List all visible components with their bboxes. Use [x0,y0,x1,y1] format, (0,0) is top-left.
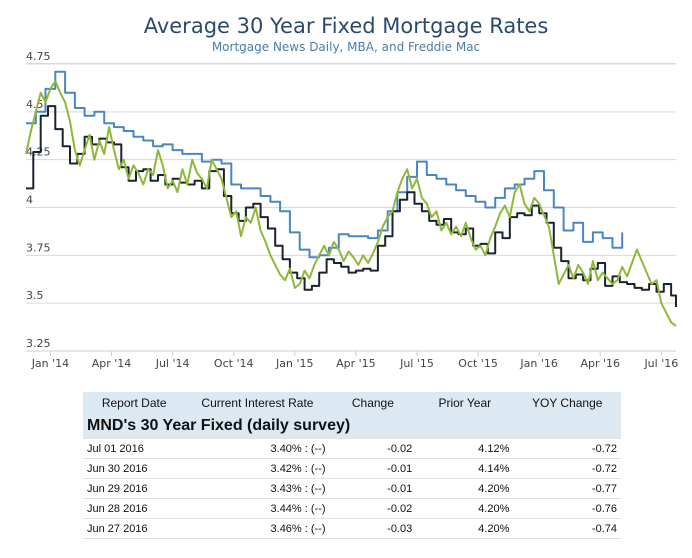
row-yoy-change: -0.72 [513,458,621,479]
row-date: Jun 29 2016 [83,478,186,499]
table-row: Jun 27 2016 3.46% : (--) -0.03 4.20% -0.… [83,518,621,539]
x-tick-label: Jul '14 [155,357,190,370]
y-tick-label: 4.75 [26,50,51,63]
row-change: -0.02 [329,498,417,519]
y-tick-label: 3.25 [26,337,51,350]
row-yoy-change: -0.76 [513,498,621,519]
chart-title: Average 30 Year Fixed Mortgage Rates [143,14,549,38]
row-prior-year: 4.20% [416,498,514,519]
table-row: Jun 28 2016 3.44% : (--) -0.02 4.20% -0.… [83,498,621,519]
x-tick-label: Apr '15 [336,357,376,370]
table-header-row: Report Date Current Interest Rate Change… [83,392,621,414]
header-current-rate[interactable]: Current Interest Rate [185,392,330,414]
row-change: -0.01 [329,478,417,499]
header-prior-year[interactable]: Prior Year [416,392,514,414]
header-change[interactable]: Change [329,392,417,414]
x-tick-label: Jul '16 [643,357,678,370]
row-yoy-change: -0.77 [513,478,621,499]
table-caption: MND's 30 Year Fixed (daily survey) [83,414,621,439]
table-row: Jun 29 2016 3.43% : (--) -0.01 4.20% -0.… [83,478,621,499]
row-rate: 3.44% : (--) [185,498,330,519]
series-line-mortgage-news-daily [25,80,677,327]
y-tick-label: 4 [26,194,33,207]
header-yoy-change[interactable]: YOY Change [513,392,621,414]
chart-subtitle: Mortgage News Daily, MBA, and Freddie Ma… [211,40,481,54]
row-prior-year: 4.12% [416,438,514,459]
row-rate: 3.42% : (--) [185,458,330,479]
table-row: Jul 01 2016 3.40% : (--) -0.02 4.12% -0.… [83,438,621,459]
row-prior-year: 4.20% [416,518,514,539]
x-tick-label: Jan '14 [31,357,69,370]
row-yoy-change: -0.72 [513,438,621,459]
row-date: Jun 28 2016 [83,498,186,519]
row-date: Jun 30 2016 [83,458,186,479]
row-change: -0.03 [329,518,417,539]
row-rate: 3.43% : (--) [185,478,330,499]
table-row: Jun 30 2016 3.42% : (--) -0.01 4.14% -0.… [83,458,621,479]
row-rate: 3.46% : (--) [185,518,330,539]
table-caption-row: MND's 30 Year Fixed (daily survey) [83,414,621,439]
y-tick-label: 3.5 [26,289,44,302]
row-yoy-change: -0.74 [513,518,621,539]
row-prior-year: 4.20% [416,478,514,499]
x-tick-label: Oct '15 [458,357,498,370]
series-line-mba [26,70,624,259]
x-tick-label: Jan '16 [519,357,557,370]
row-change: -0.02 [329,438,417,459]
x-tick-label: Jul '15 [399,357,434,370]
x-tick-label: Apr '16 [580,357,620,370]
y-tick-label: 4.5 [26,98,44,111]
row-prior-year: 4.14% [416,458,514,479]
row-date: Jun 27 2016 [83,518,186,539]
x-tick-label: Jan '15 [275,357,313,370]
row-date: Jul 01 2016 [83,438,186,459]
header-report-date[interactable]: Report Date [83,392,186,414]
series-line-freddie-mac [26,105,677,307]
y-tick-label: 3.75 [26,241,51,254]
row-rate: 3.40% : (--) [185,438,330,459]
x-tick-label: Oct '14 [214,357,254,370]
row-change: -0.01 [329,458,417,479]
rates-table: Report Date Current Interest Rate Change… [83,392,621,539]
x-tick-label: Apr '14 [92,357,132,370]
